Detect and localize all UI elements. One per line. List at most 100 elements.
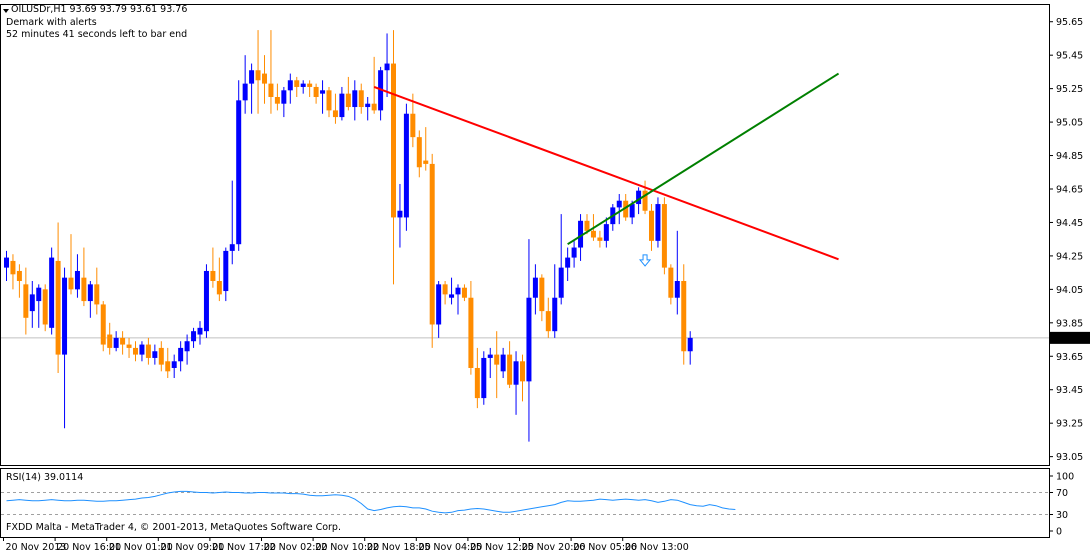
- bar-timer-label: 52 minutes 41 seconds left to bar end: [6, 29, 188, 40]
- time-tick-label: 22 Nov 18:00: [367, 542, 431, 553]
- candle-body: [216, 281, 222, 295]
- candle: [358, 83, 364, 114]
- candle-body: [416, 137, 422, 168]
- candle: [681, 264, 687, 365]
- candle: [416, 130, 422, 178]
- candle: [145, 337, 151, 365]
- candle-body: [294, 80, 300, 87]
- candle-body: [442, 284, 448, 295]
- price-tick-label: 95.65: [1056, 17, 1083, 28]
- candle: [403, 103, 409, 231]
- down-arrow-icon: [638, 254, 652, 267]
- candle: [532, 264, 538, 315]
- candle-body: [597, 237, 603, 241]
- candle-body: [36, 287, 42, 302]
- candle: [603, 217, 609, 248]
- candle: [320, 80, 326, 114]
- candle-body: [210, 270, 216, 281]
- candle: [371, 56, 377, 114]
- candle: [139, 341, 145, 362]
- candle: [313, 83, 319, 104]
- candle-body: [532, 277, 538, 298]
- price-tick-label: 95.45: [1056, 51, 1083, 62]
- dropdown-triangle-icon[interactable]: [3, 9, 9, 13]
- candle-body: [436, 284, 442, 325]
- candle-body: [29, 294, 35, 312]
- current-price-label: 93.76: [1054, 333, 1081, 344]
- candle-body: [423, 160, 429, 164]
- candle-body: [687, 337, 693, 352]
- candle-body: [49, 257, 55, 328]
- candle-body: [236, 100, 242, 245]
- candle-body: [410, 113, 416, 138]
- candle-body: [229, 244, 235, 251]
- candle: [365, 97, 371, 121]
- candle-body: [468, 297, 474, 368]
- candle-body: [23, 284, 29, 318]
- candle: [107, 322, 113, 355]
- candle: [384, 33, 390, 97]
- main-panel-frame: [0, 4, 1050, 466]
- time-tick-label: 25 Nov 04:00: [418, 542, 482, 553]
- candle: [120, 331, 126, 355]
- indicator-label: Demark with alerts: [6, 17, 97, 28]
- candle-body: [636, 190, 642, 205]
- candle: [223, 247, 229, 302]
- candle: [210, 247, 216, 288]
- candle: [81, 247, 87, 307]
- candle-body: [449, 294, 455, 298]
- candle: [268, 30, 274, 114]
- candle: [520, 354, 525, 402]
- candle-body: [165, 361, 171, 372]
- candle-body: [461, 287, 467, 298]
- candle-body: [100, 304, 106, 345]
- candle-body: [358, 90, 364, 108]
- candle-body: [107, 334, 113, 348]
- candle: [616, 194, 622, 225]
- candle-body: [281, 90, 287, 104]
- candle: [449, 277, 455, 305]
- candle-body: [139, 344, 145, 355]
- candle-body: [487, 354, 493, 358]
- candle: [242, 55, 248, 114]
- trendlines-layer: [373, 72, 840, 267]
- rsi-level-label: 70: [1056, 488, 1068, 499]
- candle: [229, 180, 235, 265]
- candle: [236, 80, 242, 251]
- candle: [649, 204, 654, 251]
- candle-body: [178, 347, 184, 362]
- candle: [326, 86, 332, 118]
- candle-body: [262, 73, 267, 84]
- candle: [410, 93, 416, 148]
- candle: [191, 327, 197, 348]
- candle-body: [500, 354, 506, 372]
- rsi-level-label: 0: [1056, 527, 1062, 538]
- candle: [165, 347, 171, 379]
- time-tick-label: 26 Nov 05:00: [573, 542, 637, 553]
- time-tick-label: 21 Nov 09:00: [160, 542, 224, 553]
- candle-body: [274, 97, 280, 104]
- candle-body: [429, 163, 435, 325]
- candle: [661, 197, 667, 275]
- candle-body: [681, 281, 687, 352]
- candle: [23, 267, 29, 335]
- candle: [16, 264, 22, 298]
- candle-body: [268, 83, 274, 97]
- candle: [100, 301, 106, 352]
- copyright-label: FXDD Malta - MetaTrader 4, © 2001-2013, …: [6, 522, 341, 533]
- trendline-red: [373, 86, 839, 261]
- candle-body: [42, 289, 48, 325]
- price-tick-label: 95.05: [1056, 118, 1083, 129]
- rsi-level-label: 100: [1056, 472, 1074, 483]
- candle-body: [481, 357, 487, 399]
- candle-body: [565, 257, 571, 268]
- candle: [178, 341, 184, 372]
- candle-body: [558, 267, 564, 298]
- candle-body: [68, 277, 74, 290]
- candle: [539, 274, 545, 322]
- candle: [300, 80, 306, 94]
- candle-body: [655, 204, 661, 241]
- candle: [216, 257, 222, 302]
